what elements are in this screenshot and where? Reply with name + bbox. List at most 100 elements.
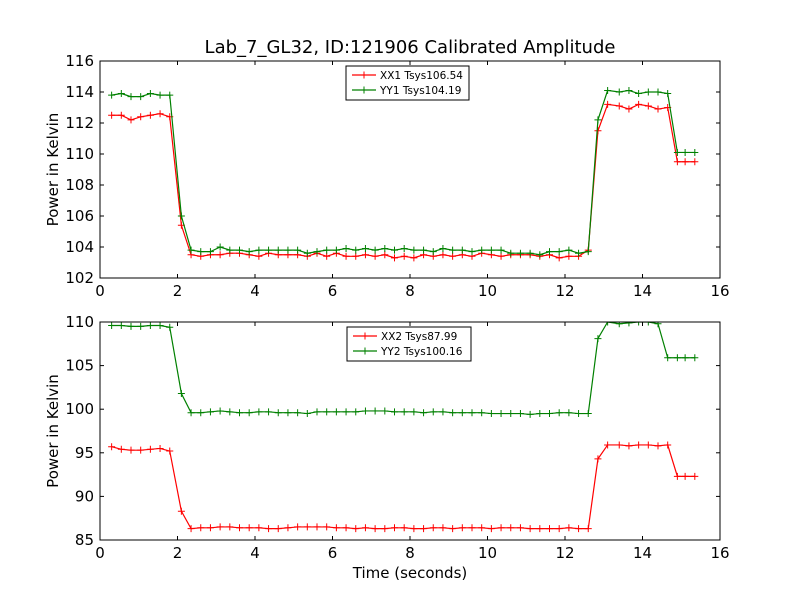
data-point [635,441,643,449]
data-point [420,525,428,533]
data-point [284,524,292,532]
data-point [127,93,135,101]
data-point [516,524,524,532]
data-point [216,251,224,259]
data-point [342,524,350,532]
data-point [313,408,321,416]
data-point [681,158,689,166]
data-point [615,102,623,110]
data-point [177,390,185,398]
data-point [497,252,505,260]
data-point [381,245,389,253]
data-point [526,410,534,418]
data-point [458,409,466,417]
data-point [371,246,379,254]
y-tick-label: 102 [65,269,94,287]
data-point [644,88,652,96]
data-point [555,254,563,262]
data-point [507,410,515,418]
data-point [361,407,369,415]
data-point [137,113,145,121]
data-point [644,441,652,449]
y-tick-label: 90 [75,487,94,505]
data-point [429,524,437,532]
y-axis-label: Power in Kelvin [44,374,62,488]
data-point [137,322,145,330]
data-point [274,246,282,254]
data-point [449,525,457,533]
data-point [274,525,282,533]
data-point [635,100,643,108]
y-tick-label: 114 [65,83,94,101]
data-point [458,246,466,254]
data-point [332,524,340,532]
data-point [127,446,135,454]
data-point [604,322,612,326]
y-tick-label: 100 [65,400,94,418]
data-point [146,322,154,329]
data-point [681,472,689,480]
legend-label: YY1 Tsys104.19 [379,85,461,97]
data-point [400,408,408,416]
data-point [487,410,495,418]
panel-1: 0 2 4 6 8 10 12 14 16 102 104 106 108 110 112 114 116 Pow… [44,52,730,300]
x-tick-label: 6 [328,544,338,562]
legend-label: XX2 Tsys87.99 [381,331,457,343]
data-point [615,441,623,449]
data-point [654,322,662,328]
data-point [604,100,612,108]
y-tick-label: 112 [65,114,94,132]
data-point [526,525,534,533]
data-point [352,246,360,254]
data-point [216,407,224,415]
data-point [265,408,273,416]
data-point [187,525,195,533]
data-point [352,525,360,533]
data-point [400,245,408,253]
data-point [197,409,205,417]
data-point [255,246,263,254]
data-point [410,246,418,254]
data-point [156,444,164,452]
data-point [439,251,447,259]
data-point [323,252,331,260]
x-tick-label: 16 [710,544,729,562]
data-point [565,252,573,260]
data-point [584,248,592,256]
data-point [691,148,699,156]
data-point [294,523,302,531]
x-tick-label: 14 [633,282,652,300]
data-point [216,243,224,251]
data-point [526,249,534,257]
data-point [303,410,311,418]
data-point [332,408,340,416]
series-2 [108,86,699,259]
data-point [391,254,398,262]
y-tick-label: 95 [75,444,94,462]
data-point [594,116,602,124]
data-point [255,408,263,416]
data-point [342,252,350,260]
data-point [108,443,116,451]
data-point [400,524,408,532]
data-point [342,245,350,253]
data-point [449,252,457,260]
x-tick-label: 12 [555,544,574,562]
x-axis-label: Time (seconds) [352,564,468,582]
data-point [555,525,563,533]
x-tick-label: 14 [633,544,652,562]
data-point [478,246,486,254]
data-point [429,408,437,416]
legend: XX2 Tsys87.99 YY2 Tsys100.16 [346,326,472,362]
data-point [177,212,185,220]
data-point [615,88,623,96]
data-point [187,409,195,417]
data-point [546,248,553,256]
x-tick-label: 0 [95,282,105,300]
legend-box [346,326,472,362]
data-point [216,523,224,531]
data-point [166,91,174,99]
data-point [468,248,476,256]
data-point [117,111,125,119]
y-tick-label: 105 [65,357,94,375]
